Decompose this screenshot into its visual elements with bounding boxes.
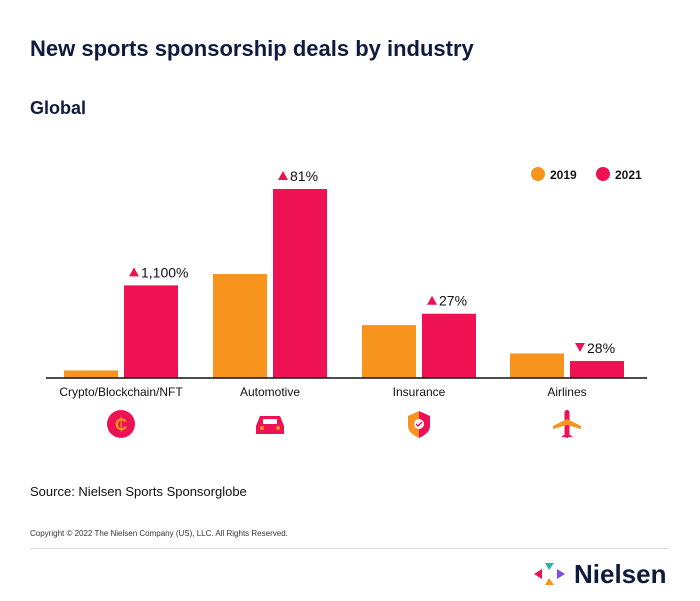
change-label: 1,100% — [141, 264, 188, 280]
change-label: 27% — [439, 293, 467, 309]
bar-2021 — [273, 189, 327, 378]
bar-chart: Crypto/Blockchain/NFT 1,100% ₵ Automotive 81… — [46, 167, 647, 438]
nielsen-logo-icon — [534, 563, 565, 585]
change-down-icon — [575, 342, 585, 352]
nielsen-brand: Nielsen — [574, 559, 667, 589]
bar-2021 — [570, 360, 624, 378]
change-up-icon — [129, 267, 139, 277]
page-title: New sports sponsorship deals by industry — [30, 36, 474, 61]
category-label: Airlines — [547, 385, 586, 399]
change-up-icon — [278, 171, 288, 180]
bar-2019 — [64, 370, 118, 378]
source-note: Source: Nielsen Sports Sponsorglobe — [30, 484, 247, 499]
shield-check-icon — [408, 411, 430, 438]
svg-text:₵: ₵ — [115, 415, 127, 434]
bar-2019 — [213, 274, 267, 378]
change-label: 28% — [587, 340, 615, 356]
legend-marker-2019 — [531, 167, 545, 181]
change-label: 81% — [290, 168, 318, 184]
bar-2019 — [362, 325, 416, 378]
change-up-icon — [427, 295, 437, 305]
legend-marker-2021 — [596, 167, 610, 181]
airplane-icon — [553, 410, 581, 438]
category-label: Crypto/Blockchain/NFT — [59, 385, 183, 399]
legend-label: 2021 — [615, 168, 642, 182]
bar-2021 — [124, 285, 178, 378]
category-label: Insurance — [393, 385, 446, 399]
bar-2021 — [422, 313, 476, 378]
copyright: Copyright © 2022 The Nielsen Company (US… — [30, 529, 288, 538]
bar-2019 — [510, 353, 564, 378]
category-label: Automotive — [240, 385, 300, 399]
crypto-coin-icon: ₵ — [107, 410, 135, 438]
divider — [30, 548, 670, 549]
page-subtitle: Global — [30, 98, 87, 118]
car-icon — [256, 416, 284, 434]
legend-label: 2019 — [550, 168, 577, 182]
